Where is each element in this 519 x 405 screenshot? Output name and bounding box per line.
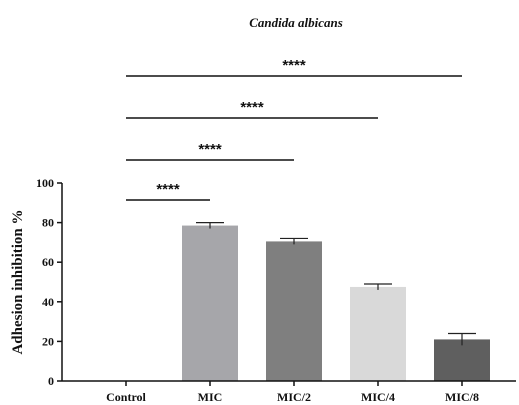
bar-mic-4 xyxy=(350,286,406,381)
y-axis-label: Adhesion inhibition % xyxy=(10,209,26,354)
y-tick-label: 40 xyxy=(42,295,54,309)
significance-label: **** xyxy=(156,181,180,198)
y-tick-label: 60 xyxy=(42,255,54,269)
x-tick-label: MIC/2 xyxy=(277,390,311,404)
y-tick-label: 20 xyxy=(42,334,54,348)
x-tick-label: MIC xyxy=(198,390,223,404)
bar-mic-2 xyxy=(266,241,322,381)
significance-label: **** xyxy=(282,57,306,74)
y-tick-label: 100 xyxy=(36,176,54,190)
x-tick-label: MIC/4 xyxy=(361,390,395,404)
bar-mic-8 xyxy=(434,339,490,381)
y-tick-label: 0 xyxy=(48,374,54,388)
significance-label: **** xyxy=(198,141,222,158)
chart-title: Candida albicans xyxy=(249,15,343,30)
significance-label: **** xyxy=(240,99,264,116)
plot-area: 0 20 40 60 80 100 Control MIC MIC/2 MIC/4 MIC/8 ***… xyxy=(36,57,516,404)
y-tick-label: 80 xyxy=(42,216,54,230)
x-tick-label: MIC/8 xyxy=(445,390,479,404)
x-tick-label: Control xyxy=(106,390,146,404)
bar-mic xyxy=(182,225,238,381)
